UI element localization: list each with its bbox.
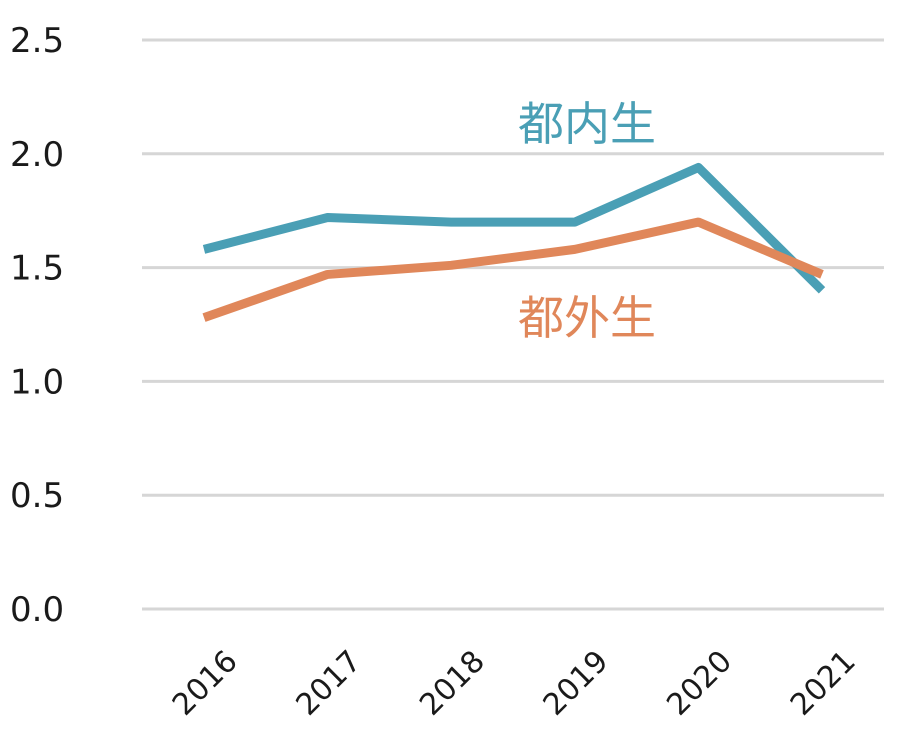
- grid-lines: [142, 38, 884, 611]
- x-tick-label: 2017: [290, 644, 369, 723]
- x-axis-tick-labels: 2016 2017 2018 2019 2020 2021: [166, 644, 863, 723]
- y-tick-label: 1.0: [10, 362, 64, 402]
- series-label-togai: 都外生: [518, 291, 656, 345]
- series-line-0: [202, 162, 826, 294]
- series-lines: [202, 162, 826, 322]
- x-tick-label: 2020: [660, 644, 739, 723]
- y-axis-tick-labels: 0.0 0.5 1.0 1.5 2.0 2.5: [10, 21, 64, 630]
- y-tick-label: 2.5: [10, 21, 64, 61]
- y-tick-label: 1.5: [10, 249, 64, 289]
- x-tick-label: 2016: [166, 644, 245, 723]
- y-tick-label: 0.0: [10, 590, 64, 630]
- x-tick-label: 2021: [784, 644, 863, 723]
- y-tick-label: 2.0: [10, 135, 64, 175]
- series-line-1: [202, 217, 824, 322]
- x-tick-label: 2019: [537, 644, 616, 723]
- x-tick-label: 2018: [413, 644, 492, 723]
- series-label-tonai: 都内生: [518, 97, 656, 151]
- y-tick-label: 0.5: [10, 476, 64, 516]
